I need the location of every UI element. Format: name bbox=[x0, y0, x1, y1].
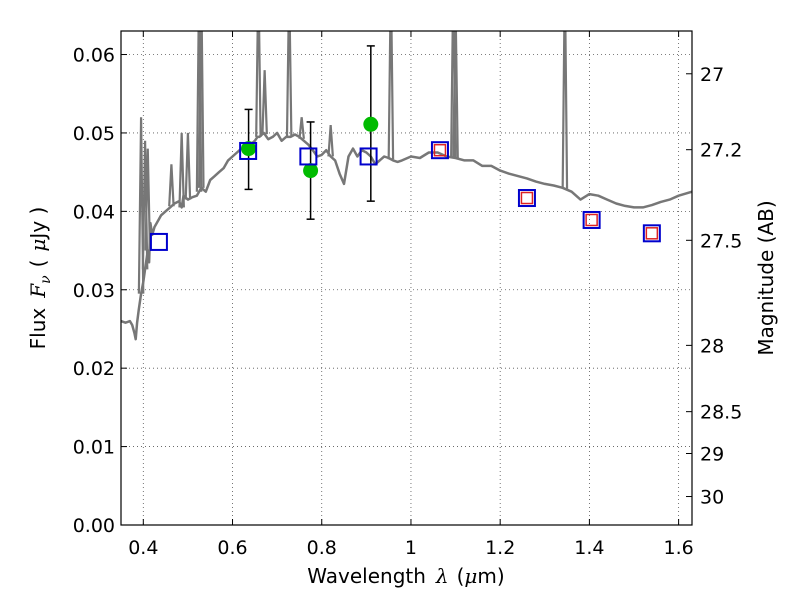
x-tick-label: 1 bbox=[405, 537, 417, 559]
model-photometry-square bbox=[299, 147, 318, 166]
emission-line-spike bbox=[261, 70, 268, 135]
sed-model-line bbox=[121, 131, 692, 341]
emission-line-spike bbox=[327, 125, 334, 157]
y-tick-label: 0.00 bbox=[73, 515, 115, 537]
emission-line-spike bbox=[298, 117, 305, 139]
x-tick-label: 1.6 bbox=[664, 537, 694, 559]
mag-tick-label: 30 bbox=[700, 487, 724, 509]
emission-line-spike bbox=[561, 31, 569, 189]
model-photometry-square bbox=[642, 224, 661, 243]
mag-tick-label: 27.5 bbox=[700, 230, 742, 252]
synthetic-photometry-square bbox=[520, 191, 534, 205]
axis-ticks: 0.4 0.6 0.8 1 1.2 1.4 1.6 0.00 0.01 0.02 0.03 0.04 0… bbox=[73, 31, 742, 559]
emission-line-spike bbox=[168, 164, 175, 207]
y-axis-label: FluxFν(μJy ) bbox=[26, 207, 54, 350]
x-axis-label: Wavelength λ (μm) bbox=[307, 564, 504, 588]
emission-line-spike bbox=[452, 31, 459, 159]
emission-line-spike bbox=[255, 31, 262, 137]
observed-point bbox=[303, 163, 319, 179]
emission-line-spike bbox=[184, 132, 192, 200]
y-tick-label: 0.04 bbox=[73, 201, 115, 223]
model-photometry-square bbox=[239, 141, 258, 160]
x-tick-label: 0.4 bbox=[128, 537, 158, 559]
x-tick-label: 1.4 bbox=[574, 537, 604, 559]
mag-tick-label: 28.5 bbox=[700, 402, 742, 424]
model-photometry-square bbox=[149, 232, 168, 251]
y-tick-label: 0.06 bbox=[73, 45, 115, 67]
mag-tick-label: 28 bbox=[700, 335, 724, 357]
mag-tick-label: 27 bbox=[700, 64, 724, 86]
synthetic-photometry-square bbox=[585, 213, 598, 227]
x-tick-label: 1.2 bbox=[485, 537, 515, 559]
plot-frame bbox=[120, 30, 693, 526]
model-photometry-square bbox=[359, 147, 378, 166]
model-photometry-square bbox=[430, 141, 449, 160]
observed-point bbox=[363, 116, 379, 132]
y2-axis-label: Magnitude (AB) bbox=[754, 200, 778, 355]
emission-line-spike bbox=[285, 31, 293, 137]
model-photometry-square bbox=[517, 189, 536, 208]
mag-tick-label: 29 bbox=[700, 443, 724, 465]
y-tick-label: 0.02 bbox=[73, 358, 115, 380]
y-tick-label: 0.05 bbox=[73, 123, 115, 145]
emission-line-spike bbox=[387, 31, 395, 160]
emission-line-spike bbox=[197, 31, 205, 188]
y-tick-label: 0.03 bbox=[73, 280, 115, 302]
emission-line-spike bbox=[144, 148, 152, 251]
x-tick-label: 0.6 bbox=[217, 537, 247, 559]
y-tick-label: 0.01 bbox=[73, 437, 115, 459]
synthetic-photometry-square bbox=[433, 143, 447, 157]
model-photometry-square bbox=[582, 210, 601, 229]
synthetic-photometry-square bbox=[645, 227, 659, 240]
mag-tick-label: 27.2 bbox=[700, 140, 742, 162]
plot-area bbox=[121, 31, 692, 341]
observed-point bbox=[241, 141, 257, 157]
x-tick-label: 0.8 bbox=[307, 537, 337, 559]
emission-line-spike bbox=[178, 132, 185, 208]
